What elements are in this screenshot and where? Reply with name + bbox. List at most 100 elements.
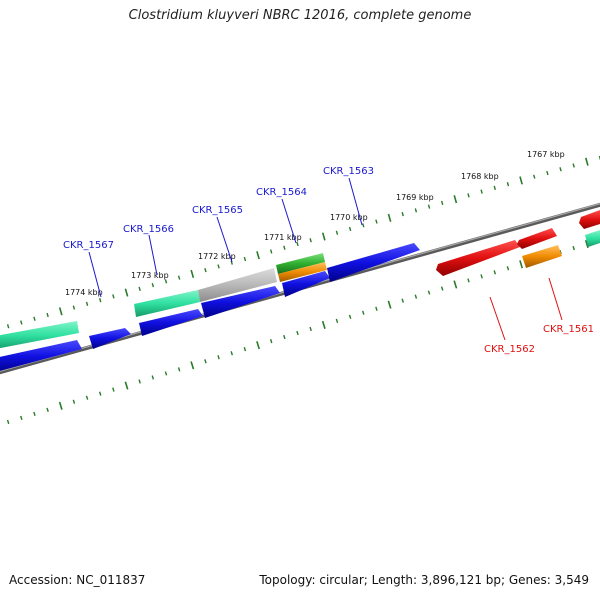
gene-blue[interactable]	[282, 271, 330, 297]
major-tick	[321, 320, 326, 329]
major-tick	[256, 251, 260, 260]
minor-tick	[6, 324, 10, 329]
gene-blue[interactable]	[0, 340, 82, 373]
minor-tick	[480, 274, 483, 279]
label-leader	[489, 296, 506, 341]
gene-label-ckr-1565[interactable]: CKR_1565	[192, 205, 243, 216]
minor-tick	[414, 294, 418, 299]
major-tick	[584, 157, 589, 166]
major-tick	[190, 269, 195, 278]
minor-tick	[112, 387, 115, 392]
map-title: Clostridium kluyveri NBRC 12016, complet…	[128, 8, 472, 23]
minor-tick	[269, 249, 273, 254]
major-tick	[453, 280, 458, 289]
scale-ticks-inner	[6, 237, 600, 425]
minor-tick	[296, 330, 299, 336]
minor-tick	[493, 185, 497, 191]
minor-tick	[362, 310, 365, 315]
minor-tick	[85, 395, 89, 400]
label-leader	[88, 251, 102, 298]
minor-tick	[467, 278, 470, 283]
minor-tick	[243, 256, 247, 262]
minor-tick	[151, 283, 155, 288]
major-tick	[321, 232, 326, 241]
minor-tick	[283, 334, 286, 340]
gene-orange[interactable]	[522, 245, 562, 268]
minor-tick	[296, 241, 299, 247]
minor-tick	[506, 182, 510, 187]
gene-red[interactable]	[436, 240, 520, 276]
minor-tick	[283, 245, 286, 250]
scale-ticks-outer	[6, 155, 600, 329]
minor-tick	[427, 290, 431, 295]
minor-tick	[164, 279, 168, 284]
minor-tick	[204, 268, 207, 273]
gene-blue[interactable]	[89, 328, 131, 349]
minor-tick	[401, 211, 404, 217]
gene-label-ckr-1561[interactable]: CKR_1561	[543, 324, 594, 335]
minor-tick	[309, 238, 312, 243]
gene-blue[interactable]	[139, 309, 203, 336]
scale-label-1771: 1771 kbp	[264, 233, 302, 242]
gene-red[interactable]	[517, 228, 557, 249]
gene-label-ckr-1563[interactable]: CKR_1563	[323, 166, 374, 177]
minor-tick	[20, 415, 23, 421]
gene-red[interactable]	[579, 210, 600, 229]
minor-tick	[533, 174, 536, 179]
minor-tick	[217, 355, 220, 360]
major-tick	[584, 239, 589, 249]
gene-blue[interactable]	[201, 286, 280, 318]
minor-tick	[440, 200, 444, 205]
minor-tick	[467, 193, 470, 198]
minor-tick	[440, 286, 444, 291]
rna-feature[interactable]	[134, 290, 200, 317]
minor-tick	[33, 411, 36, 416]
minor-tick	[33, 316, 36, 321]
scale-label-1769: 1769 kbp	[396, 193, 434, 202]
gene-label-ckr-1567[interactable]: CKR_1567	[63, 240, 114, 251]
label-leader	[216, 216, 233, 263]
scale-label-1767: 1767 kbp	[527, 150, 565, 159]
gene-orange[interactable]	[278, 262, 327, 282]
genome-summary: Topology: circular; Length: 3,896,121 bp…	[259, 573, 589, 587]
gene-label-ckr-1562[interactable]: CKR_1562	[484, 344, 535, 355]
minor-tick	[375, 219, 378, 224]
minor-tick	[20, 320, 23, 325]
major-tick	[124, 381, 129, 390]
minor-tick	[309, 326, 312, 332]
minor-tick	[177, 275, 181, 280]
minor-tick	[427, 204, 431, 209]
minor-tick	[98, 391, 102, 396]
minor-tick	[362, 223, 365, 228]
minor-tick	[493, 270, 497, 275]
gene-blue[interactable]	[327, 243, 420, 282]
minor-tick	[401, 298, 404, 303]
label-leader	[348, 177, 363, 226]
minor-tick	[46, 407, 49, 412]
scale-label-1774: 1774 kbp	[65, 288, 103, 297]
gene-label-ckr-1564[interactable]: CKR_1564	[256, 187, 307, 198]
gene-label-ckr-1566[interactable]: CKR_1566	[123, 224, 174, 235]
minor-tick	[72, 305, 76, 310]
minor-tick	[559, 167, 562, 172]
minor-tick	[572, 245, 575, 251]
hypothetical-gene[interactable]	[198, 268, 277, 302]
minor-tick	[72, 399, 76, 404]
major-tick	[58, 307, 63, 316]
minor-tick	[230, 351, 233, 356]
minor-tick	[375, 306, 378, 311]
minor-tick	[414, 208, 418, 213]
gene-green[interactable]	[276, 253, 325, 274]
scale-label-1768: 1768 kbp	[461, 172, 499, 181]
minor-tick	[572, 163, 575, 168]
scale-label-1770: 1770 kbp	[330, 213, 368, 222]
minor-tick	[6, 419, 10, 425]
rna-feature[interactable]	[0, 321, 79, 350]
label-leader	[148, 234, 158, 276]
major-tick	[124, 288, 129, 297]
major-tick	[190, 361, 195, 370]
rna-feature[interactable]	[585, 230, 600, 247]
minor-tick	[138, 286, 141, 291]
major-tick	[387, 213, 392, 222]
